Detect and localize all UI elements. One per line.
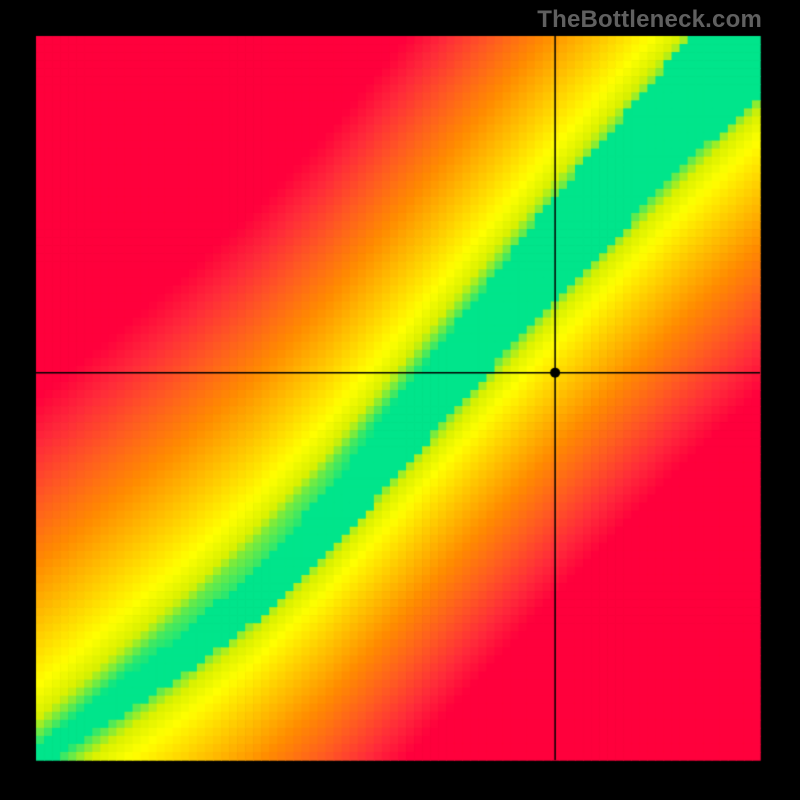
chart-container: { "watermark": { "text": "TheBottleneck.… (0, 0, 800, 800)
watermark-text: TheBottleneck.com (537, 6, 762, 34)
bottleneck-heatmap (0, 0, 800, 800)
